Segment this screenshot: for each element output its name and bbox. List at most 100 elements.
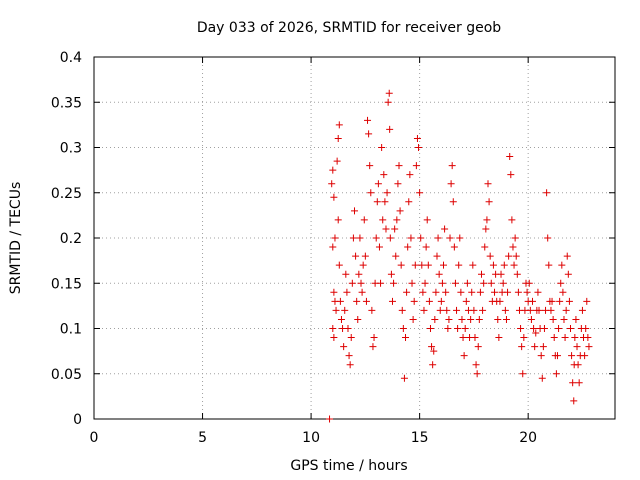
data-point	[459, 334, 467, 342]
data-point	[574, 361, 582, 369]
data-point	[398, 306, 406, 314]
data-point	[562, 306, 570, 314]
data-point	[360, 216, 368, 224]
data-point	[352, 252, 360, 260]
y-tick-label: 0.15	[51, 276, 82, 292]
data-point	[529, 297, 537, 305]
data-point	[331, 234, 339, 242]
data-point	[508, 216, 516, 224]
y-tick-label: 0	[73, 412, 82, 428]
y-tick-label: 0.3	[60, 141, 82, 157]
data-point	[382, 225, 390, 233]
data-point	[329, 166, 337, 174]
data-point	[419, 288, 427, 296]
data-point	[575, 379, 583, 387]
x-tick-label: 0	[90, 430, 99, 446]
data-point	[560, 315, 568, 323]
data-point	[495, 334, 503, 342]
data-point	[332, 306, 340, 314]
data-point	[415, 144, 423, 151]
data-point	[563, 252, 571, 260]
data-point	[340, 343, 348, 351]
data-point	[477, 270, 485, 278]
data-point	[472, 361, 480, 369]
data-point	[555, 325, 563, 332]
data-point	[568, 352, 576, 360]
data-point	[535, 306, 543, 314]
data-point	[367, 189, 375, 197]
data-point	[392, 252, 400, 260]
data-point	[410, 297, 418, 305]
data-point	[457, 288, 465, 296]
data-point	[381, 198, 389, 206]
data-point	[430, 347, 438, 355]
data-point	[345, 352, 353, 360]
data-point	[504, 288, 512, 296]
data-point	[440, 261, 448, 269]
data-point	[519, 370, 527, 378]
data-point	[425, 297, 433, 305]
data-point	[372, 234, 380, 242]
data-point	[489, 261, 497, 269]
data-point	[330, 193, 338, 201]
data-point	[469, 261, 477, 269]
data-point	[394, 180, 402, 188]
data-point	[433, 252, 441, 260]
data-point	[473, 370, 481, 378]
data-point	[581, 352, 589, 360]
data-point	[506, 153, 514, 161]
data-point	[572, 315, 580, 323]
data-point	[543, 189, 551, 197]
data-point	[538, 374, 546, 382]
data-point	[578, 306, 586, 314]
data-point	[447, 180, 455, 188]
data-point	[585, 343, 593, 351]
data-point	[368, 306, 376, 314]
data-point	[355, 270, 363, 278]
data-point	[373, 198, 381, 206]
data-point	[377, 279, 385, 287]
data-point	[336, 297, 344, 305]
data-point	[561, 334, 569, 342]
data-point	[379, 216, 387, 224]
data-point	[407, 234, 415, 242]
data-point	[486, 252, 494, 260]
data-point	[418, 261, 426, 269]
data-point	[341, 306, 349, 314]
axis-ticks: 0 0.05 0.1 0.15 0.2 0.25 0.3 0.35 0.4 0 5 10 15 20	[51, 50, 615, 446]
data-point	[428, 343, 436, 351]
data-point	[462, 297, 470, 305]
data-point	[501, 306, 509, 314]
y-tick-label: 0.2	[60, 231, 82, 247]
data-point	[540, 325, 548, 332]
data-point	[523, 288, 531, 296]
data-point	[342, 270, 350, 278]
data-point	[456, 234, 464, 242]
data-point	[550, 334, 558, 342]
data-point	[412, 162, 420, 170]
data-point	[329, 325, 337, 332]
data-point	[413, 134, 421, 142]
data-point	[435, 270, 443, 278]
data-point	[549, 315, 557, 323]
data-point	[510, 261, 518, 269]
data-point	[557, 279, 565, 287]
data-point	[390, 279, 398, 287]
data-point	[421, 279, 429, 287]
data-point	[358, 288, 366, 296]
data-point	[544, 234, 552, 242]
data-point	[443, 306, 451, 314]
data-point	[471, 334, 479, 342]
data-point	[357, 279, 365, 287]
data-point	[534, 288, 542, 296]
data-point	[518, 343, 526, 351]
data-point	[351, 207, 358, 215]
data-point	[364, 116, 372, 124]
data-point	[423, 216, 431, 224]
data-point	[429, 361, 437, 369]
data-points	[326, 89, 593, 423]
data-point	[444, 325, 452, 332]
data-point	[416, 189, 424, 197]
data-point	[353, 297, 361, 305]
data-point	[348, 279, 356, 287]
